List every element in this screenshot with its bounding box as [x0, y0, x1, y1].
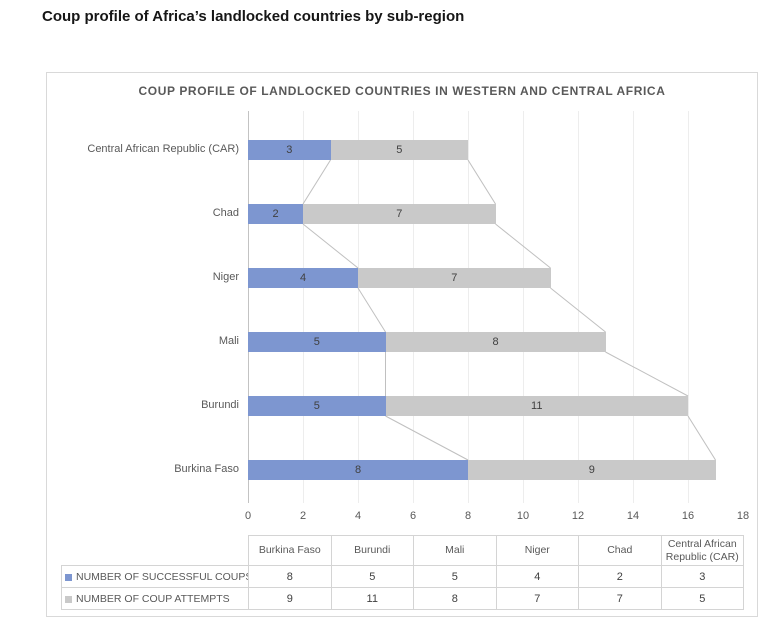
chart-title: COUP PROFILE OF LANDLOCKED COUNTRIES IN … [138, 84, 666, 98]
x-axis-tick-label: 10 [516, 510, 530, 522]
category-label: Niger [212, 271, 239, 283]
bar-segment-coup-attempts [330, 140, 468, 160]
x-axis-tick-label: 12 [571, 510, 585, 522]
bar-segment-successful-coups [248, 268, 358, 288]
table-value-cell: 2 [578, 565, 662, 588]
bar-value-label: 11 [531, 400, 543, 412]
bar-segment-successful-coups [248, 332, 386, 352]
table-value-cell: 7 [495, 587, 579, 610]
table-corner-cell [62, 536, 249, 566]
series-line [302, 223, 359, 269]
bar-value-label: 8 [492, 336, 499, 348]
legend-key-successful-coups-icon [65, 573, 72, 581]
table-row: NUMBER OF COUP ATTEMPTS 9 11 8 7 7 5 [61, 587, 744, 610]
bar-value-label: 9 [588, 464, 595, 476]
series-label-cell: NUMBER OF SUCCESSFUL COUPS [61, 565, 249, 588]
table-column-header: Niger [495, 535, 579, 566]
x-axis-tick-label: 14 [626, 510, 640, 522]
bar-segment-coup-attempts [303, 204, 496, 224]
category-label: Central African Republic (CAR) [87, 143, 239, 155]
table-value-cell: 5 [330, 565, 414, 588]
bar-value-label: 5 [313, 400, 320, 412]
table-header-row: Burkina Faso Burundi Mali Niger Chad Central … [62, 535, 744, 566]
x-axis-tick-label: 16 [681, 510, 695, 522]
table-column-header: Central African Republic (CAR) [660, 535, 744, 566]
bar-segment-successful-coups [248, 140, 331, 160]
x-axis-tick-label: 18 [736, 510, 750, 522]
table-column-header: Mali [413, 535, 497, 566]
plot-area: 3 5 2 7 4 7 5 8 5 11 8 9 [248, 111, 743, 503]
table-value-cell: 8 [413, 587, 497, 610]
bar-segment-successful-coups [248, 204, 303, 224]
series-line [605, 351, 689, 397]
legend-key-coup-attempts-icon [65, 595, 72, 603]
bar-value-label: 2 [272, 208, 279, 220]
table-column-header: Burkina Faso [248, 535, 332, 566]
series-line [302, 159, 331, 205]
chart-frame: COUP PROFILE OF LANDLOCKED COUNTRIES IN … [46, 72, 758, 617]
series-line [467, 159, 496, 205]
x-axis-tick-label: 8 [464, 510, 472, 522]
table-column-header: Chad [578, 535, 662, 566]
table-value-cell: 5 [413, 565, 497, 588]
table-value-cell: 9 [248, 587, 332, 610]
category-label: Burundi [201, 399, 239, 411]
category-label: Burkina Faso [174, 463, 239, 475]
series-line [495, 223, 551, 269]
bar-value-label: 5 [313, 336, 320, 348]
data-table: Burkina Faso Burundi Mali Niger Chad Central … [61, 535, 744, 610]
bar-value-label: 7 [451, 272, 458, 284]
bar-value-label: 8 [354, 464, 362, 476]
page-title: Coup profile of Africa’s landlocked coun… [42, 8, 465, 25]
table-value-cell: 5 [660, 587, 744, 610]
series-label-cell: NUMBER OF COUP ATTEMPTS [61, 587, 249, 610]
bar-segment-successful-coups [248, 396, 386, 416]
bar-segment-coup-attempts [468, 460, 716, 480]
table-value-cell: 3 [660, 565, 744, 588]
bar-segment-coup-attempts [358, 268, 551, 288]
table-column-header: Burundi [330, 535, 414, 566]
table-value-cell: 4 [495, 565, 579, 588]
bar-segment-successful-coups [248, 460, 468, 480]
series-line [687, 415, 716, 461]
x-axis-tick-label: 4 [354, 510, 362, 522]
x-axis-tick-label: 2 [299, 510, 307, 522]
table-row: NUMBER OF SUCCESSFUL COUPS 8 5 5 4 2 3 [61, 565, 744, 588]
table-value-cell: 11 [330, 587, 414, 610]
category-label: Mali [218, 335, 239, 347]
bar-segment-coup-attempts [385, 396, 688, 416]
bar-segment-coup-attempts [385, 332, 606, 352]
table-value-cell: 8 [248, 565, 332, 588]
series-line [385, 415, 469, 461]
category-label: Chad [212, 207, 239, 219]
bar-value-label: 3 [286, 144, 293, 156]
series-line [550, 287, 606, 333]
bar-value-label: 7 [396, 208, 403, 220]
plot-grid-and-series-lines [248, 111, 716, 503]
x-axis-tick-label: 0 [244, 510, 252, 522]
bar-value-label: 5 [396, 144, 403, 156]
x-axis-tick-label: 6 [409, 510, 417, 522]
bar-value-label: 4 [299, 272, 307, 284]
series-line [357, 287, 386, 333]
table-value-cell: 7 [578, 587, 662, 610]
